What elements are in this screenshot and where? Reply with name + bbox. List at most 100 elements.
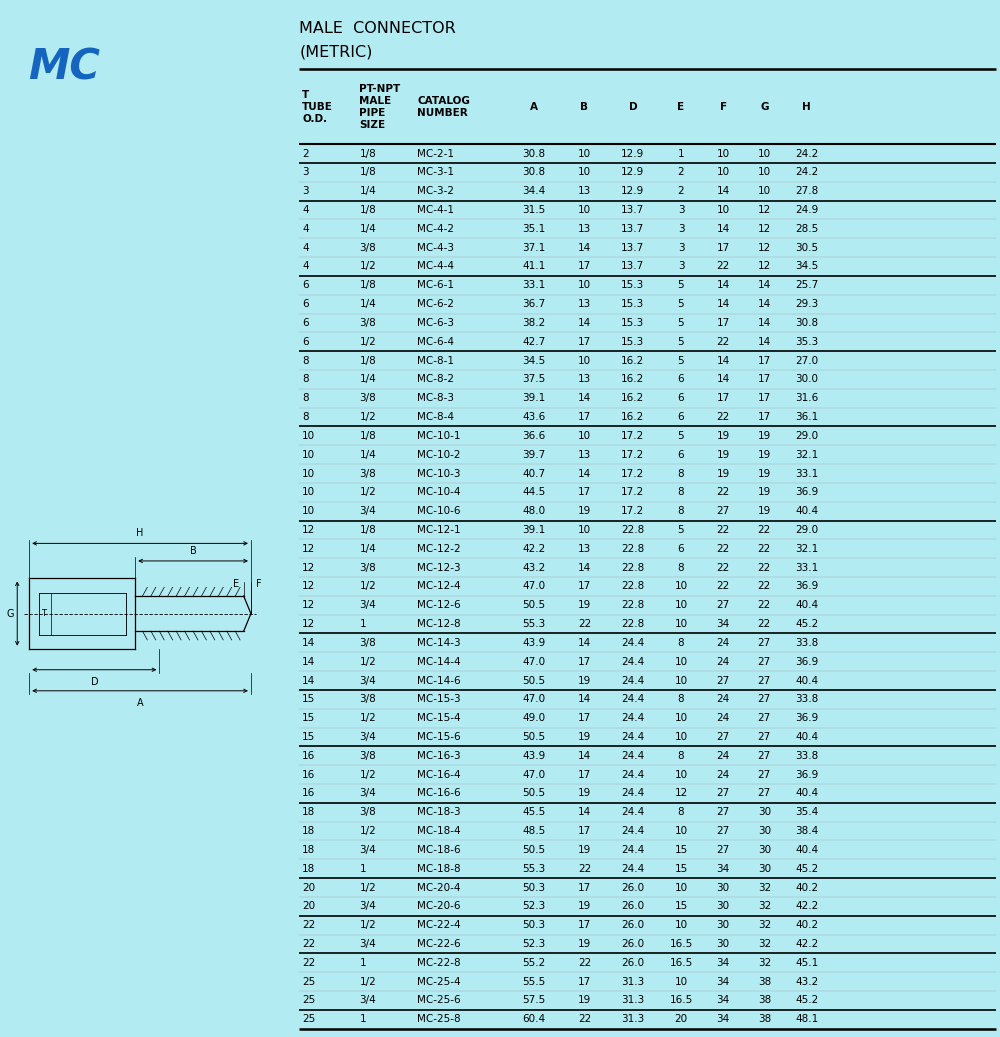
Text: 3: 3 bbox=[302, 187, 309, 196]
Text: MC-6-3: MC-6-3 bbox=[417, 318, 454, 328]
Text: 12: 12 bbox=[302, 600, 315, 610]
Text: 1/2: 1/2 bbox=[359, 882, 376, 893]
Text: 39.1: 39.1 bbox=[522, 393, 546, 403]
Text: 36.1: 36.1 bbox=[795, 412, 818, 422]
Text: 27: 27 bbox=[717, 788, 730, 798]
Text: 1: 1 bbox=[678, 148, 684, 159]
Text: 13: 13 bbox=[578, 187, 591, 196]
Text: 1: 1 bbox=[359, 1014, 366, 1025]
Text: 12: 12 bbox=[758, 243, 771, 253]
Text: D: D bbox=[91, 677, 98, 686]
Text: 1/8: 1/8 bbox=[359, 205, 376, 215]
Text: 1/8: 1/8 bbox=[359, 525, 376, 535]
Text: MC-14-4: MC-14-4 bbox=[417, 656, 461, 667]
Text: 13: 13 bbox=[578, 299, 591, 309]
Text: MC-12-6: MC-12-6 bbox=[417, 600, 461, 610]
Text: 45.5: 45.5 bbox=[522, 807, 546, 817]
Text: MC-16-4: MC-16-4 bbox=[417, 769, 461, 780]
Text: G: G bbox=[760, 102, 769, 112]
Text: 44.5: 44.5 bbox=[522, 487, 546, 498]
Text: 32: 32 bbox=[758, 920, 771, 930]
Text: 10: 10 bbox=[674, 713, 688, 723]
Text: G: G bbox=[6, 609, 14, 619]
Text: 1/4: 1/4 bbox=[359, 543, 376, 554]
Text: 12: 12 bbox=[674, 788, 688, 798]
Text: B: B bbox=[580, 102, 588, 112]
Text: MC-12-2: MC-12-2 bbox=[417, 543, 461, 554]
Text: 24.4: 24.4 bbox=[621, 864, 644, 874]
Text: 27: 27 bbox=[717, 600, 730, 610]
Text: 10: 10 bbox=[674, 769, 688, 780]
Text: 22.8: 22.8 bbox=[621, 563, 644, 572]
Text: 40.4: 40.4 bbox=[795, 506, 818, 516]
Text: 10: 10 bbox=[674, 582, 688, 591]
Text: 1/4: 1/4 bbox=[359, 450, 376, 459]
Text: 55.3: 55.3 bbox=[522, 619, 546, 629]
Text: 26.0: 26.0 bbox=[621, 940, 644, 949]
Text: 19: 19 bbox=[578, 732, 591, 742]
Text: 30.8: 30.8 bbox=[522, 167, 545, 177]
Text: MC-16-3: MC-16-3 bbox=[417, 751, 461, 761]
Text: 24: 24 bbox=[717, 638, 730, 648]
Text: 45.2: 45.2 bbox=[795, 864, 818, 874]
Text: 37.1: 37.1 bbox=[522, 243, 546, 253]
Text: 17: 17 bbox=[758, 393, 771, 403]
Text: 19: 19 bbox=[578, 675, 591, 685]
Text: CATALOG
NUMBER: CATALOG NUMBER bbox=[417, 95, 470, 118]
Text: 38: 38 bbox=[758, 996, 771, 1006]
Text: MC-8-1: MC-8-1 bbox=[417, 356, 454, 366]
Text: 37.5: 37.5 bbox=[522, 374, 546, 385]
Text: (METRIC): (METRIC) bbox=[299, 45, 373, 59]
Text: 19: 19 bbox=[578, 940, 591, 949]
Text: 13: 13 bbox=[578, 374, 591, 385]
Text: MC-18-3: MC-18-3 bbox=[417, 807, 461, 817]
Text: 42.2: 42.2 bbox=[795, 901, 818, 912]
Text: 8: 8 bbox=[302, 412, 309, 422]
Text: 20: 20 bbox=[302, 882, 315, 893]
Text: 27.8: 27.8 bbox=[795, 187, 818, 196]
Text: 26.0: 26.0 bbox=[621, 920, 644, 930]
Text: 45.2: 45.2 bbox=[795, 619, 818, 629]
Text: 13: 13 bbox=[578, 450, 591, 459]
Text: 45.2: 45.2 bbox=[795, 996, 818, 1006]
Text: 14: 14 bbox=[578, 751, 591, 761]
Text: 14: 14 bbox=[717, 299, 730, 309]
Text: T: T bbox=[41, 609, 46, 618]
Text: 50.5: 50.5 bbox=[522, 788, 545, 798]
Text: 10: 10 bbox=[578, 167, 591, 177]
Text: 22: 22 bbox=[578, 958, 591, 968]
Text: 34: 34 bbox=[717, 996, 730, 1006]
Text: 3/4: 3/4 bbox=[359, 675, 376, 685]
Text: 33.8: 33.8 bbox=[795, 695, 818, 704]
Text: 1/2: 1/2 bbox=[359, 412, 376, 422]
Text: 19: 19 bbox=[758, 487, 771, 498]
Text: 10: 10 bbox=[578, 205, 591, 215]
Text: MC-10-6: MC-10-6 bbox=[417, 506, 461, 516]
Text: MC-20-4: MC-20-4 bbox=[417, 882, 461, 893]
Text: MC-22-8: MC-22-8 bbox=[417, 958, 461, 968]
Text: 3/8: 3/8 bbox=[359, 469, 376, 478]
Text: 3/4: 3/4 bbox=[359, 788, 376, 798]
Text: 32: 32 bbox=[758, 882, 771, 893]
Text: 42.2: 42.2 bbox=[795, 940, 818, 949]
Text: 10: 10 bbox=[717, 205, 730, 215]
Text: 43.9: 43.9 bbox=[522, 638, 546, 648]
Text: 14: 14 bbox=[758, 299, 771, 309]
Text: 14: 14 bbox=[302, 638, 315, 648]
Text: T
TUBE
O.D.: T TUBE O.D. bbox=[302, 90, 333, 123]
Text: 24: 24 bbox=[717, 713, 730, 723]
Text: 1/2: 1/2 bbox=[359, 261, 376, 272]
Text: 29.0: 29.0 bbox=[795, 430, 818, 441]
Text: 22: 22 bbox=[758, 525, 771, 535]
Text: 35.4: 35.4 bbox=[795, 807, 818, 817]
Text: 17: 17 bbox=[717, 393, 730, 403]
Text: 30: 30 bbox=[717, 882, 730, 893]
Text: 10: 10 bbox=[674, 656, 688, 667]
Text: 19: 19 bbox=[578, 788, 591, 798]
Text: 14: 14 bbox=[578, 695, 591, 704]
Text: 30: 30 bbox=[717, 940, 730, 949]
Text: 10: 10 bbox=[717, 148, 730, 159]
Text: 34.5: 34.5 bbox=[795, 261, 818, 272]
Text: 31.3: 31.3 bbox=[621, 1014, 644, 1025]
Text: 32.1: 32.1 bbox=[795, 543, 818, 554]
